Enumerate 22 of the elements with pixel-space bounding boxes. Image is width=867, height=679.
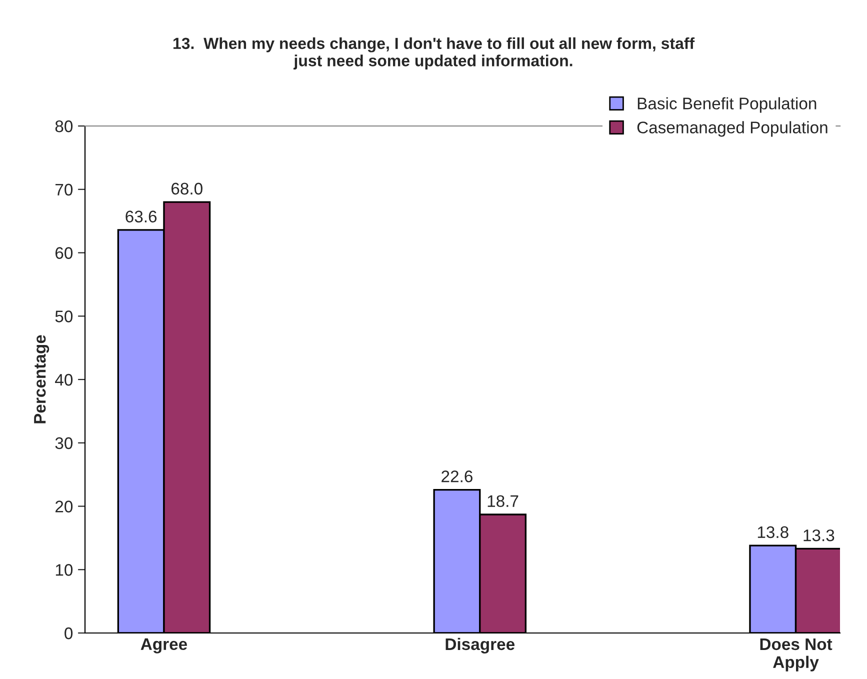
y-tick-label: 80 (55, 120, 73, 132)
chart-title: 13. When my needs change, I don't have to fill out all new form, staff just need some updated information. (173, 37, 695, 70)
x-tick-label: Agree (140, 638, 188, 654)
legend-label: Basic Benefit Population (638, 97, 816, 113)
data-label: 13.3 (804, 529, 834, 542)
x-tick-label: Does Not Apply (760, 638, 832, 672)
data-label: 63.6 (126, 210, 157, 222)
legend-label: Casemanaged Population (637, 121, 828, 137)
data-label: 68.0 (172, 182, 202, 195)
y-tick-label: 60 (56, 247, 73, 259)
data-label: 18.7 (488, 495, 518, 508)
data-label: 22.6 (442, 470, 472, 482)
y-tick-label: 40 (55, 374, 73, 386)
y-tick-label: 10 (56, 564, 73, 576)
data-label: 13.8 (758, 526, 788, 538)
x-tick-label: Disagree (446, 638, 515, 654)
y-tick-label: 70 (56, 184, 73, 196)
y-tick-label: 50 (55, 310, 73, 322)
y-axis-title: Percentage (34, 335, 50, 424)
y-tick-label: 30 (55, 437, 73, 450)
y-tick-label: 20 (55, 500, 73, 512)
y-tick-label: 0 (64, 627, 73, 640)
